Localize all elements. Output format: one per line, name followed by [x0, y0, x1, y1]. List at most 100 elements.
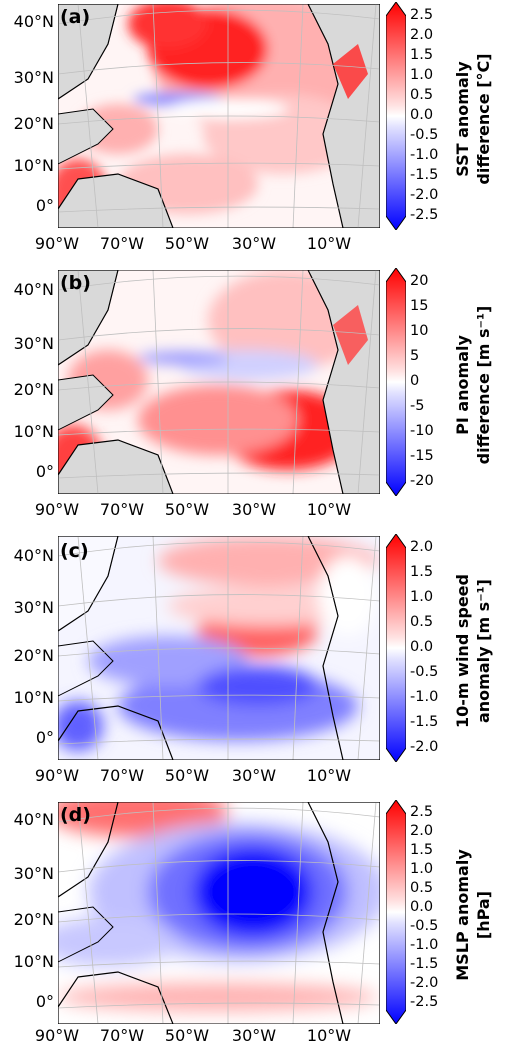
colorbar-title-line2: difference [°C]	[474, 53, 493, 185]
panel-tag: (d)	[60, 804, 91, 826]
colorbar-title-line2: [hPa]	[474, 890, 493, 940]
colorbar-c	[386, 534, 406, 762]
lat-label: 30°N	[13, 334, 54, 353]
colorbar-tick: -1.5	[410, 714, 439, 730]
colorbar-b	[386, 268, 406, 496]
colorbar-title-line1: PI anomaly	[453, 335, 472, 435]
colorbar-tick: -20	[410, 473, 434, 489]
colorbar-tick: 0.5	[410, 614, 434, 630]
lat-label: 40°N	[13, 810, 54, 829]
colorbar-tick: -0.5	[410, 918, 439, 934]
lon-label: 50°W	[164, 766, 210, 785]
map-a	[58, 4, 380, 228]
lat-label: 30°N	[13, 864, 54, 883]
colorbar-tick: -1.5	[410, 167, 439, 183]
lat-label: 0°	[35, 196, 54, 215]
colorbar-tick: -2.0	[410, 975, 439, 991]
colorbar-tick: 2.0	[410, 27, 434, 43]
lat-label: 40°N	[13, 546, 54, 565]
lon-label: 70°W	[99, 234, 145, 253]
colorbar-tick: 10	[410, 323, 429, 339]
colorbar-tick: -0.5	[410, 127, 439, 143]
colorbar-title: MSLP anomaly [hPa]	[452, 805, 498, 1025]
lon-label: 30°W	[231, 234, 277, 253]
colorbar-tick: -1.5	[410, 956, 439, 972]
colorbar-title: SST anomaly difference [°C]	[452, 9, 498, 229]
colorbar-tick: 0	[410, 373, 420, 389]
colorbar-tick: -1.0	[410, 689, 439, 705]
colorbar-tick: 1.0	[410, 589, 434, 605]
colorbar-tick: 1.5	[410, 47, 434, 63]
colorbar-tick: 0.0	[410, 639, 434, 655]
lon-label: 30°W	[231, 1026, 277, 1045]
lon-label: 30°W	[231, 766, 277, 785]
colorbar-tick: -2.5	[410, 207, 439, 223]
colorbar-tick: -2.5	[410, 994, 439, 1010]
lat-label: 20°N	[13, 114, 54, 133]
lon-label: 90°W	[34, 766, 80, 785]
colorbar-title-line2: anomaly [m s⁻¹]	[474, 579, 493, 723]
colorbar-d	[386, 800, 406, 1024]
lon-label: 50°W	[164, 500, 210, 519]
panel-c: (c) 40°N 30°N 20°N 10°N 0° 90°W 70°W 50°…	[0, 532, 506, 796]
colorbar-tick: -10	[410, 423, 434, 439]
colorbar-tick: 2.5	[410, 804, 434, 820]
lat-label: 0°	[35, 728, 54, 747]
map-d	[58, 802, 380, 1024]
colorbar-tick: 0.5	[410, 880, 434, 896]
colorbar-tick: 2.0	[410, 539, 434, 555]
colorbar-title-line1: 10-m wind speed	[453, 574, 472, 728]
panel-b: (b) 40°N 30°N 20°N 10°N 0° 90°W 70°W 50°…	[0, 266, 506, 530]
lat-label: 40°N	[13, 12, 54, 31]
colorbar-tick: -5	[410, 398, 425, 414]
lon-label: 10°W	[306, 234, 352, 253]
panel-tag: (a)	[60, 6, 91, 28]
lon-label: 70°W	[99, 500, 145, 519]
lon-label: 50°W	[164, 234, 210, 253]
colorbar-tick: -1.0	[410, 147, 439, 163]
lat-label: 0°	[35, 462, 54, 481]
colorbar-title-line1: MSLP anomaly	[453, 849, 472, 981]
colorbar-tick: 1.0	[410, 67, 434, 83]
colorbar-tick: -2.0	[410, 739, 439, 755]
colorbar-title-line1: SST anomaly	[453, 61, 472, 177]
lon-label: 10°W	[306, 500, 352, 519]
colorbar-tick: -2.0	[410, 187, 439, 203]
lon-label: 70°W	[99, 766, 145, 785]
lon-label: 30°W	[231, 500, 277, 519]
colorbar-tick: 0.0	[410, 899, 434, 915]
colorbar-tick: -0.5	[410, 664, 439, 680]
colorbar-tick: 15	[410, 298, 429, 314]
lon-label: 90°W	[34, 234, 80, 253]
colorbar-a	[386, 2, 406, 230]
lon-label: 90°W	[34, 500, 80, 519]
lat-label: 30°N	[13, 598, 54, 617]
colorbar-title-line2: difference [m s⁻¹]	[474, 305, 493, 465]
colorbar-tick: -15	[410, 448, 434, 464]
map-b	[58, 270, 380, 494]
colorbar-tick: 1.0	[410, 861, 434, 877]
lat-label: 20°N	[13, 380, 54, 399]
lat-label: 20°N	[13, 910, 54, 929]
colorbar-tick: 5	[410, 348, 420, 364]
colorbar-tick: 0.5	[410, 87, 434, 103]
panel-tag: (c)	[60, 540, 89, 562]
panel-d: (d) 40°N 30°N 20°N 10°N 0° 90°W 70°W 50°…	[0, 798, 506, 1054]
lat-label: 40°N	[13, 280, 54, 299]
colorbar-tick: 1.5	[410, 564, 434, 580]
colorbar-tick: 2.0	[410, 823, 434, 839]
colorbar-tick: 0.0	[410, 107, 434, 123]
lon-label: 10°W	[306, 1026, 352, 1045]
lon-label: 10°W	[306, 766, 352, 785]
lon-label: 70°W	[99, 1026, 145, 1045]
map-c	[58, 536, 380, 760]
lat-label: 10°N	[13, 952, 54, 971]
colorbar-title: 10-m wind speed anomaly [m s⁻¹]	[452, 541, 498, 761]
colorbar-tick: 2.5	[410, 7, 434, 23]
lat-label: 0°	[35, 992, 54, 1011]
colorbar-tick: -1.0	[410, 937, 439, 953]
panel-tag: (b)	[60, 272, 91, 294]
lat-label: 30°N	[13, 68, 54, 87]
lon-label: 90°W	[34, 1026, 80, 1045]
colorbar-title: PI anomaly difference [m s⁻¹]	[452, 275, 498, 495]
